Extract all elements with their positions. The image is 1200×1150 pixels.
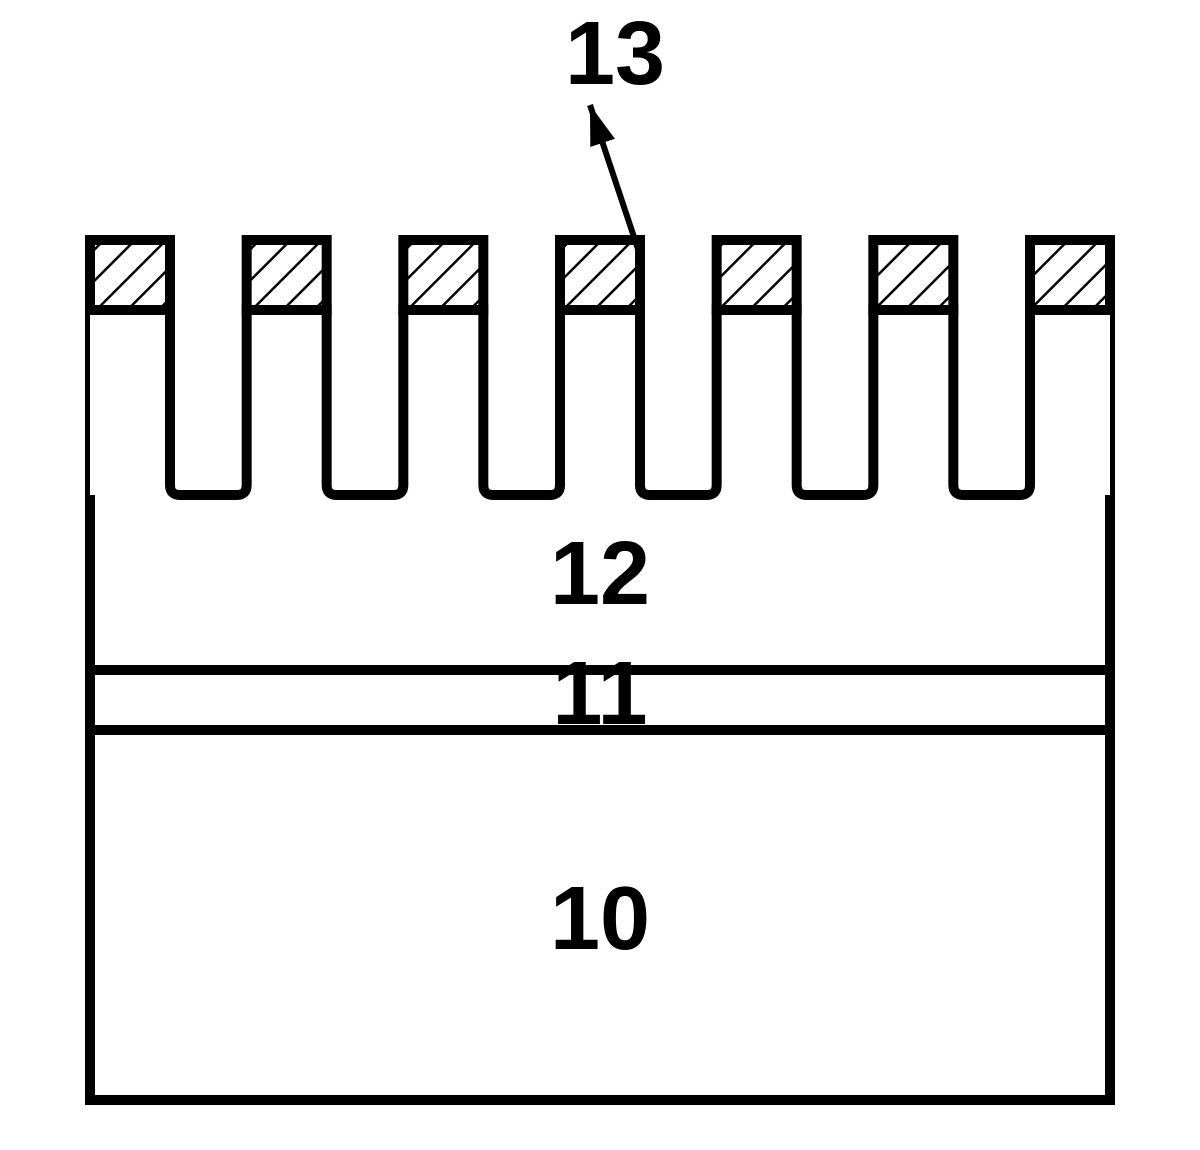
layer-13-mask-block xyxy=(717,240,797,310)
layer-12-pillar-fill xyxy=(717,310,797,495)
label-11: 11 xyxy=(552,644,647,744)
diagram-stage: 13 12 11 10 xyxy=(0,0,1200,1150)
callout-arrow-13 xyxy=(590,105,640,255)
label-13: 13 xyxy=(565,4,665,104)
layer-12-pillar-fill xyxy=(247,310,327,495)
layer-12-pillar-fill xyxy=(90,310,170,495)
layer-13-mask-block xyxy=(403,240,483,310)
layer-13-mask-block xyxy=(90,240,170,310)
layer-12-pillar-fill xyxy=(873,310,953,495)
layer-12-pillar-fill xyxy=(1030,310,1110,495)
label-12: 12 xyxy=(550,524,650,624)
layer-13-mask-block xyxy=(1030,240,1110,310)
layer-13-mask-block xyxy=(873,240,953,310)
layer-13-mask-block xyxy=(247,240,327,310)
layer-12-pillar-fill xyxy=(403,310,483,495)
label-10: 10 xyxy=(550,869,650,969)
layer-12-pillar-fill xyxy=(560,310,640,495)
layer-13-mask-block xyxy=(560,240,640,310)
